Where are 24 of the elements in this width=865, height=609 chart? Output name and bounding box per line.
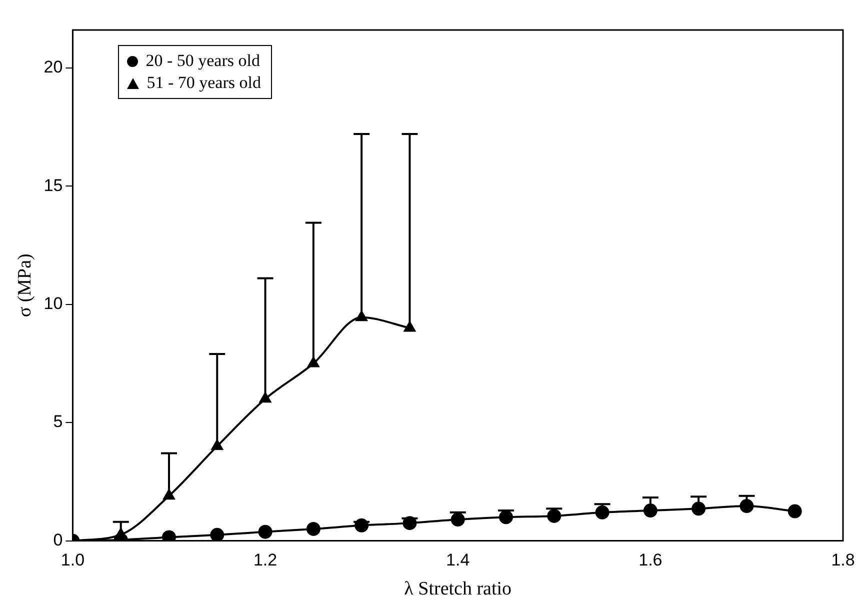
x-tick-label: 1.8 [831,550,855,570]
x-tick-label: 1.2 [253,550,278,570]
point [643,504,658,518]
point [258,524,272,539]
legend-label: 20 - 50 years old [146,50,260,72]
y-tick-label: 15 [44,176,63,195]
point [740,499,754,514]
point [595,505,610,520]
point [547,508,562,523]
x-tick-label: 1.0 [60,550,85,570]
y-tick-label: 20 [44,58,63,77]
point [692,502,706,516]
legend-label: 51 - 70 years old [146,72,261,94]
point [210,528,224,541]
point [450,512,465,527]
y-tick-label: 0 [53,530,63,550]
y-tick-label: 10 [44,294,63,314]
y-tick-label: 5 [53,412,63,432]
point [306,522,320,536]
x-tick-label: 1.6 [638,550,662,570]
x-axis-title: λ Stretch ratio [404,578,512,600]
point [788,504,802,518]
x-tick-label: 1.4 [446,550,470,570]
y-axis-title: σ (MPa) [14,254,36,318]
